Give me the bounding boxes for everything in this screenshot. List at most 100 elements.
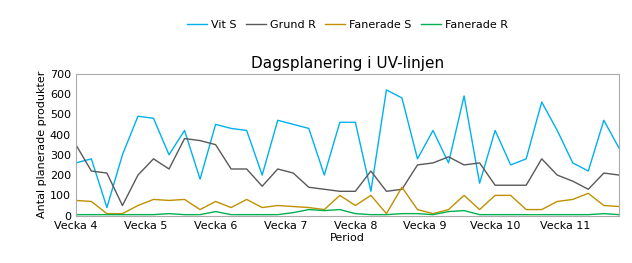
- Grund R: [538, 157, 545, 160]
- Fanerade S: [243, 198, 250, 201]
- Line: Grund R: Grund R: [76, 139, 619, 205]
- Vit S: [476, 182, 483, 185]
- Grund R: [491, 184, 499, 187]
- Fanerade R: [165, 212, 173, 215]
- Fanerade R: [289, 211, 297, 214]
- Grund R: [320, 188, 328, 191]
- Fanerade R: [414, 212, 422, 215]
- Fanerade S: [320, 208, 328, 211]
- Fanerade R: [600, 212, 607, 215]
- Fanerade S: [305, 206, 313, 209]
- Legend: Vit S, Grund R, Fanerade S, Fanerade R: Vit S, Grund R, Fanerade S, Fanerade R: [183, 15, 513, 34]
- Vit S: [351, 121, 359, 124]
- Fanerade S: [212, 200, 219, 203]
- Fanerade S: [600, 204, 607, 207]
- Fanerade S: [134, 204, 142, 207]
- Fanerade S: [554, 200, 561, 203]
- Fanerade S: [616, 205, 623, 208]
- Grund R: [228, 168, 235, 171]
- Fanerade S: [103, 212, 111, 215]
- Fanerade S: [336, 194, 344, 197]
- Grund R: [585, 188, 592, 191]
- Vit S: [336, 121, 344, 124]
- Vit S: [460, 94, 468, 98]
- Vit S: [507, 163, 514, 166]
- Fanerade R: [305, 208, 313, 211]
- Fanerade R: [569, 213, 576, 216]
- Fanerade S: [274, 204, 281, 207]
- Vit S: [88, 157, 95, 160]
- Fanerade R: [72, 213, 80, 216]
- Fanerade S: [258, 206, 266, 209]
- Fanerade R: [150, 213, 157, 216]
- Fanerade R: [585, 213, 592, 216]
- Vit S: [212, 123, 219, 126]
- Grund R: [181, 137, 188, 140]
- Fanerade S: [367, 194, 375, 197]
- Fanerade S: [351, 204, 359, 207]
- Grund R: [460, 163, 468, 166]
- Grund R: [119, 204, 126, 207]
- Fanerade R: [181, 213, 188, 216]
- Vit S: [228, 127, 235, 130]
- Vit S: [305, 127, 313, 130]
- Fanerade R: [119, 213, 126, 216]
- Fanerade R: [476, 213, 483, 216]
- Grund R: [336, 190, 344, 193]
- Vit S: [197, 178, 204, 181]
- Fanerade S: [476, 208, 483, 211]
- Grund R: [523, 184, 530, 187]
- Fanerade S: [72, 199, 80, 202]
- Vit S: [429, 129, 437, 132]
- Fanerade R: [243, 213, 250, 216]
- Grund R: [429, 161, 437, 164]
- Fanerade R: [103, 213, 111, 216]
- Grund R: [165, 168, 173, 171]
- Fanerade S: [88, 200, 95, 203]
- Fanerade R: [398, 212, 406, 215]
- Vit S: [554, 129, 561, 132]
- Fanerade S: [538, 208, 545, 211]
- Vit S: [274, 119, 281, 122]
- Grund R: [88, 169, 95, 173]
- Fanerade R: [538, 213, 545, 216]
- Fanerade S: [398, 186, 406, 189]
- Line: Fanerade R: Fanerade R: [76, 210, 619, 215]
- Vit S: [445, 161, 453, 164]
- Fanerade S: [181, 198, 188, 201]
- Vit S: [367, 190, 375, 193]
- Fanerade R: [274, 213, 281, 216]
- Fanerade S: [119, 212, 126, 215]
- Grund R: [554, 174, 561, 177]
- Grund R: [569, 180, 576, 183]
- Vit S: [103, 206, 111, 209]
- Vit S: [569, 161, 576, 164]
- Fanerade S: [414, 208, 422, 211]
- Grund R: [197, 139, 204, 142]
- Vit S: [134, 115, 142, 118]
- Fanerade R: [88, 213, 95, 216]
- Line: Fanerade S: Fanerade S: [76, 187, 619, 214]
- Grund R: [212, 143, 219, 146]
- Fanerade R: [491, 213, 499, 216]
- Fanerade S: [150, 198, 157, 201]
- Grund R: [72, 143, 80, 146]
- Title: Dagsplanering i UV-linjen: Dagsplanering i UV-linjen: [251, 56, 444, 71]
- Vit S: [398, 97, 406, 100]
- Grund R: [258, 185, 266, 188]
- Fanerade S: [165, 199, 173, 202]
- Vit S: [72, 161, 80, 164]
- Grund R: [445, 155, 453, 158]
- Grund R: [616, 174, 623, 177]
- Grund R: [600, 171, 607, 175]
- Grund R: [476, 161, 483, 164]
- Vit S: [538, 100, 545, 104]
- Fanerade S: [507, 194, 514, 197]
- Grund R: [305, 186, 313, 189]
- Vit S: [491, 129, 499, 132]
- Fanerade R: [616, 213, 623, 216]
- Vit S: [585, 169, 592, 173]
- Fanerade R: [320, 209, 328, 212]
- Vit S: [382, 88, 390, 92]
- Grund R: [382, 190, 390, 193]
